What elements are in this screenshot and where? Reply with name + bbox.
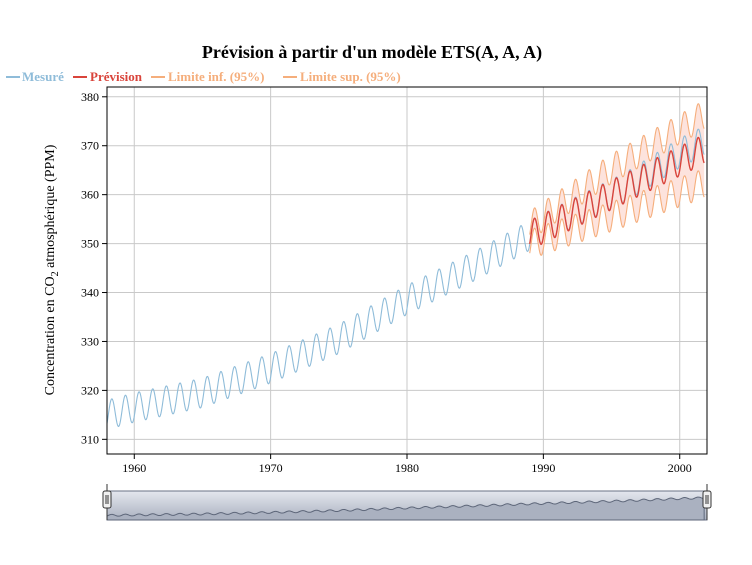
legend-label-limite-inf: Limite inf. (95%) bbox=[168, 69, 264, 84]
series-line-prevision bbox=[529, 136, 705, 246]
y-tick-label: 310 bbox=[81, 432, 99, 446]
drag-handle-icon[interactable] bbox=[702, 490, 712, 509]
legend-label-prevision: Prévision bbox=[90, 69, 143, 84]
series-line-limite-sup bbox=[529, 103, 705, 235]
x-axis: 1960 1970 1980 1990 2000 bbox=[122, 454, 692, 475]
legend[interactable]: Mesuré Prévision Limite inf. (95%) Limit… bbox=[6, 69, 401, 84]
x-tick-label: 1960 bbox=[122, 461, 146, 475]
navigator-series bbox=[106, 496, 705, 521]
legend-item-prevision[interactable]: Prévision bbox=[73, 69, 143, 84]
legend-item-limite-sup[interactable]: Limite sup. (95%) bbox=[283, 69, 401, 84]
drag-handle-icon[interactable] bbox=[102, 490, 112, 509]
chart-title: Prévision à partir d'un modèle ETS(A, A,… bbox=[202, 42, 542, 63]
legend-label-mesure: Mesuré bbox=[22, 69, 64, 84]
x-tick-label: 1980 bbox=[395, 461, 419, 475]
legend-item-limite-inf[interactable]: Limite inf. (95%) bbox=[151, 69, 264, 84]
series-lines bbox=[107, 103, 705, 427]
y-tick-label: 330 bbox=[81, 334, 99, 348]
y-tick-label: 320 bbox=[81, 383, 99, 397]
y-tick-label: 340 bbox=[81, 286, 99, 300]
navigator-handle-left[interactable] bbox=[102, 490, 112, 509]
y-tick-label: 350 bbox=[81, 237, 99, 251]
series-line-limite-inf bbox=[529, 170, 705, 256]
x-tick-label: 2000 bbox=[668, 461, 692, 475]
legend-label-limite-sup: Limite sup. (95%) bbox=[300, 69, 401, 84]
y-tick-label: 360 bbox=[81, 188, 99, 202]
y-axis: 310 320 330 340 350 360 370 380 bbox=[81, 90, 107, 446]
x-tick-label: 1970 bbox=[259, 461, 283, 475]
range-navigator[interactable] bbox=[102, 484, 712, 521]
y-tick-label: 380 bbox=[81, 90, 99, 104]
navigator-handle-right[interactable] bbox=[702, 490, 712, 509]
legend-item-mesure[interactable]: Mesuré bbox=[6, 69, 64, 84]
y-axis-label: Concentration en CO2 atmosphérique (PPM) bbox=[43, 144, 61, 395]
x-tick-label: 1990 bbox=[531, 461, 555, 475]
grid bbox=[107, 87, 707, 454]
y-tick-label: 370 bbox=[81, 139, 99, 153]
